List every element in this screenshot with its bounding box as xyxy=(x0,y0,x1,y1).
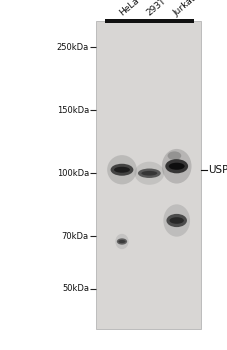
Bar xyxy=(95,314,200,329)
Ellipse shape xyxy=(166,214,186,227)
Bar xyxy=(95,83,200,98)
Ellipse shape xyxy=(110,164,133,176)
Bar xyxy=(104,19,138,23)
Bar xyxy=(95,21,200,329)
Ellipse shape xyxy=(161,149,191,183)
Text: 50kDa: 50kDa xyxy=(62,284,89,293)
Bar xyxy=(95,267,200,283)
Bar xyxy=(95,144,200,160)
Ellipse shape xyxy=(168,163,184,170)
Ellipse shape xyxy=(118,240,125,243)
Ellipse shape xyxy=(137,169,160,178)
Bar xyxy=(95,175,200,190)
Ellipse shape xyxy=(134,162,163,185)
Text: 70kDa: 70kDa xyxy=(62,232,89,241)
Ellipse shape xyxy=(107,155,136,184)
Text: Jurkat: Jurkat xyxy=(171,0,197,18)
Bar xyxy=(95,67,200,83)
Bar xyxy=(95,221,200,237)
Ellipse shape xyxy=(141,171,157,176)
Text: 150kDa: 150kDa xyxy=(57,106,89,115)
Ellipse shape xyxy=(114,167,129,173)
Bar xyxy=(95,21,200,36)
Ellipse shape xyxy=(163,204,189,237)
Bar xyxy=(95,129,200,144)
Bar xyxy=(95,113,200,129)
Text: HeLa: HeLa xyxy=(117,0,140,18)
Bar xyxy=(95,36,200,52)
Bar xyxy=(95,98,200,113)
Ellipse shape xyxy=(167,151,180,160)
Bar xyxy=(95,237,200,252)
Bar xyxy=(95,298,200,314)
Ellipse shape xyxy=(116,238,127,245)
Bar xyxy=(95,160,200,175)
Text: 293T: 293T xyxy=(144,0,167,18)
Bar xyxy=(132,19,166,23)
Ellipse shape xyxy=(165,159,187,173)
Bar xyxy=(95,190,200,206)
Text: 100kDa: 100kDa xyxy=(57,169,89,178)
Bar xyxy=(159,19,193,23)
Bar xyxy=(95,206,200,221)
Ellipse shape xyxy=(169,217,183,224)
Bar xyxy=(95,283,200,298)
Ellipse shape xyxy=(115,234,128,249)
Bar xyxy=(95,252,200,267)
Text: USP11: USP11 xyxy=(208,165,227,175)
Bar xyxy=(95,52,200,67)
Text: 250kDa: 250kDa xyxy=(57,43,89,52)
